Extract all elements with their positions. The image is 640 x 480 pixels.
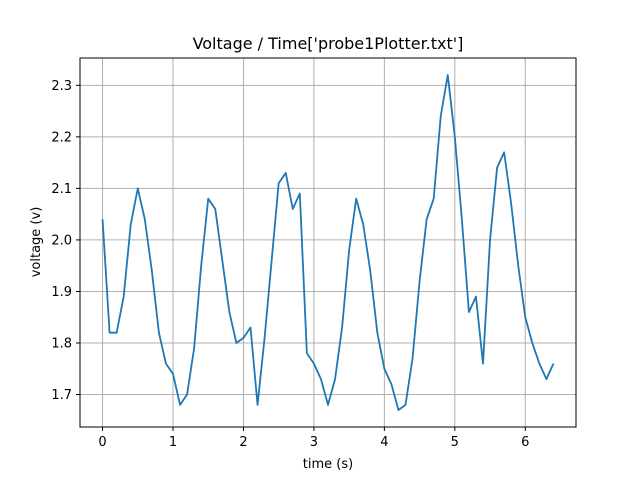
x-tick-label: 4 xyxy=(380,435,388,450)
x-tick-label: 0 xyxy=(98,435,106,450)
y-tick-label: 2.2 xyxy=(51,130,72,145)
x-tick-label: 1 xyxy=(169,435,177,450)
x-axis-ticks: 0 1 2 3 4 5 6 xyxy=(98,427,529,450)
x-tick-label: 2 xyxy=(239,435,247,450)
series-line xyxy=(101,74,555,411)
y-tick-label: 2.1 xyxy=(51,182,72,197)
grid-lines xyxy=(80,58,576,427)
x-tick-label: 6 xyxy=(521,435,529,450)
y-tick-label: 2.3 xyxy=(51,79,72,94)
y-tick-label: 1.7 xyxy=(51,388,72,403)
x-axis-label: time (s) xyxy=(303,457,353,472)
chart-title: Voltage / Time['probe1Plotter.txt'] xyxy=(193,34,464,53)
x-tick-label: 3 xyxy=(310,435,318,450)
plot-frame xyxy=(79,57,577,428)
y-axis-label: voltage (v) xyxy=(29,207,44,278)
x-tick-label: 5 xyxy=(451,435,459,450)
y-axis-ticks: 1.7 1.8 1.9 2.0 2.1 2.2 2.3 xyxy=(51,79,80,403)
y-tick-label: 2.0 xyxy=(51,233,72,248)
y-tick-label: 1.9 xyxy=(51,285,72,300)
y-tick-label: 1.8 xyxy=(51,336,72,351)
